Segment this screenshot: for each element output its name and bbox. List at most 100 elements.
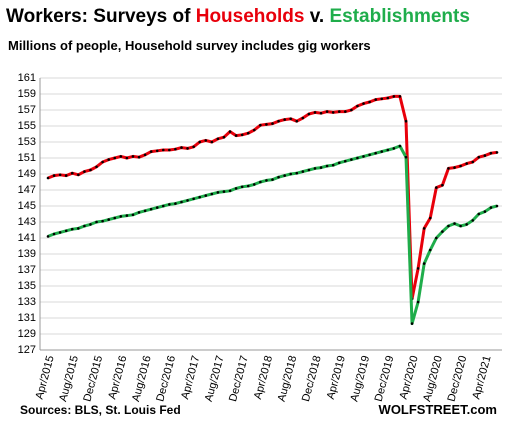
data-point [101, 160, 104, 164]
data-point [277, 119, 280, 123]
data-point [422, 262, 426, 265]
data-point [77, 227, 80, 230]
data-point [259, 123, 262, 127]
data-point [428, 248, 432, 252]
data-point [168, 148, 171, 152]
data-point [46, 176, 50, 180]
data-point [174, 202, 177, 205]
data-point [441, 183, 444, 187]
data-point [107, 158, 110, 161]
data-point [161, 204, 165, 208]
data-point [240, 185, 244, 189]
data-point [392, 147, 396, 150]
y-tick-label: 153 [18, 136, 36, 148]
data-point [483, 210, 487, 213]
data-point [368, 153, 371, 157]
y-tick-label: 137 [18, 264, 36, 276]
y-tick-label: 127 [18, 344, 36, 356]
data-point [374, 98, 377, 101]
data-point [295, 119, 299, 123]
data-point [453, 222, 456, 225]
data-point [101, 219, 104, 223]
data-point [174, 147, 177, 151]
x-tick-label: Apr/2017 [179, 354, 202, 400]
data-point [331, 163, 335, 167]
data-point [198, 140, 201, 144]
y-tick-label: 151 [18, 152, 36, 164]
data-point [301, 170, 305, 173]
data-point [228, 189, 232, 193]
data-point [271, 178, 274, 181]
data-point [228, 130, 232, 133]
data-point [155, 149, 159, 153]
data-point [64, 174, 68, 177]
data-point [70, 227, 74, 231]
data-point [198, 195, 201, 199]
data-point [137, 155, 141, 159]
y-tick-label: 133 [18, 296, 36, 308]
chart-title: Workers: Surveys of Households v. Establ… [6, 6, 470, 27]
y-tick-label: 139 [18, 248, 36, 260]
data-point [58, 231, 62, 234]
data-point [410, 322, 414, 325]
data-point [64, 229, 68, 233]
data-point [495, 151, 499, 154]
data-point [95, 165, 98, 169]
data-point [495, 204, 499, 208]
data-point [113, 156, 117, 160]
data-point [368, 100, 371, 104]
data-point [356, 104, 359, 108]
data-point [204, 139, 208, 142]
x-tick-label: Aug/2017 [203, 354, 227, 403]
series-line [47, 144, 498, 326]
data-point [428, 216, 432, 220]
data-point [283, 118, 286, 121]
data-point [192, 145, 195, 149]
y-tick-label: 149 [18, 168, 36, 180]
data-point [277, 175, 280, 179]
data-point [180, 200, 183, 204]
title-part: Workers: Surveys of [6, 6, 196, 27]
data-point [131, 155, 135, 158]
data-point [331, 111, 335, 114]
data-point [252, 128, 256, 132]
data-point [398, 144, 402, 148]
y-tick-label: 135 [18, 280, 36, 292]
x-tick-label: Dec/2016 [154, 354, 178, 403]
data-point [435, 186, 438, 189]
data-point [477, 155, 481, 159]
data-point [259, 180, 262, 184]
x-tick-label: Aug/2015 [57, 354, 81, 403]
data-point [398, 95, 402, 98]
data-point [210, 140, 214, 144]
data-point [374, 151, 377, 155]
data-point [265, 123, 268, 126]
data-point [77, 173, 80, 177]
data-point [344, 110, 347, 113]
x-tick-label: Aug/2020 [421, 354, 445, 403]
title-part: Establishments [329, 6, 469, 27]
x-tick-label: Apr/2018 [252, 354, 275, 400]
x-tick-label: Apr/2016 [106, 354, 129, 400]
y-tick-label: 161 [18, 72, 36, 84]
data-point [246, 184, 250, 188]
data-point [119, 155, 123, 158]
data-point [416, 267, 420, 270]
x-tick-label: Dec/2017 [227, 354, 251, 403]
x-tick-label: Apr/2015 [34, 354, 57, 400]
data-point [301, 116, 305, 120]
data-point [119, 215, 123, 218]
y-tick-label: 155 [18, 120, 36, 132]
data-point [489, 206, 493, 209]
data-point [143, 209, 147, 213]
data-point [350, 158, 353, 161]
x-tick-label: Apr/2020 [398, 354, 421, 400]
data-point [89, 223, 92, 226]
chart-subtitle: Millions of people, Household survey inc… [8, 38, 371, 53]
data-point [344, 159, 347, 163]
data-point [107, 218, 110, 221]
source: Sources: BLS, St. Louis Fed [20, 403, 181, 417]
data-point [137, 211, 141, 214]
data-point [337, 161, 341, 165]
data-point [356, 156, 359, 160]
